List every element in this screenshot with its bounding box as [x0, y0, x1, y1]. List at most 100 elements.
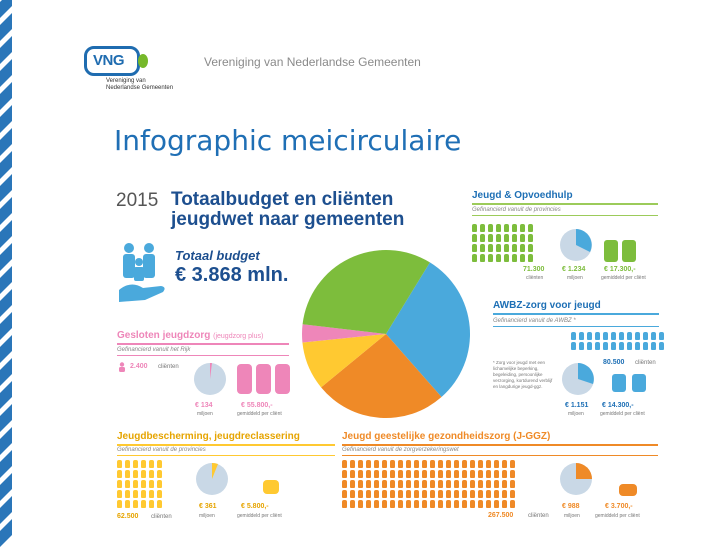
person-icon [470, 470, 475, 478]
person-icon [350, 500, 355, 508]
person-icon [446, 500, 451, 508]
person-icon [430, 480, 435, 488]
person-icon [117, 500, 122, 508]
person-icon [478, 480, 483, 488]
person-icon [157, 480, 162, 488]
divider-bescherming-2 [117, 455, 335, 456]
people-grid-awbz [571, 332, 664, 350]
bescherming-budget-value: € 361 [199, 503, 217, 510]
person-icon [643, 332, 648, 340]
awbz-avg-value: € 14.300,- [602, 402, 634, 409]
gesloten-title-suffix: (jeugdzorg plus) [213, 333, 264, 340]
person-icon [462, 500, 467, 508]
jeugd-clients-value: 71.300 [523, 266, 545, 273]
person-icon [390, 500, 395, 508]
awbz-budget-label: miljoen [568, 411, 584, 417]
logo-text: VNG [93, 52, 125, 69]
total-budget-label: Totaal budget [175, 248, 260, 263]
section-title-gesloten: Gesloten jeugdzorg (jeugdzorg plus) [117, 330, 263, 341]
bescherming-clients-value: 62.500 [117, 513, 139, 520]
awbz-clients-value: 80.500 [603, 359, 625, 366]
person-icon [510, 500, 515, 508]
person-icon [478, 490, 483, 498]
person-icon [470, 460, 475, 468]
person-icon [454, 470, 459, 478]
person-icon [117, 480, 122, 488]
gesloten-clients-value: 2.400 [130, 363, 148, 370]
person-icon [571, 342, 576, 350]
awbz-clients-label: cliënten [635, 360, 656, 366]
person-icon [502, 500, 507, 508]
person-icon [627, 342, 632, 350]
person-icon [446, 480, 451, 488]
gesloten-budget-label: miljoen [197, 411, 213, 417]
person-icon [133, 480, 138, 488]
awbz-avg-label: gemiddeld per cliënt [600, 411, 645, 417]
person-icon [374, 460, 379, 468]
people-grid-jeugd [472, 224, 533, 262]
slide-title: Infographic meicirculaire [114, 124, 462, 157]
person-icon [619, 332, 624, 340]
person-icon [486, 460, 491, 468]
person-icon [125, 460, 130, 468]
person-icon [398, 480, 403, 488]
awbz-note: * Zorg voor jeugd met een lichamelijke b… [493, 360, 553, 389]
person-icon [504, 254, 509, 262]
infographic: 2015 Totaalbudget en cliënten jeugdwet n… [113, 182, 664, 525]
gesloten-budget-value: € 134 [195, 402, 213, 409]
person-icon [494, 480, 499, 488]
pie-slice-gesloten [302, 324, 386, 343]
person-icon [414, 500, 419, 508]
person-icon [635, 332, 640, 340]
organisation-name: Vereniging van Nederlandse Gemeenten [204, 55, 421, 69]
person-icon [133, 460, 138, 468]
person-icon [480, 254, 485, 262]
person-icon [659, 342, 664, 350]
person-icon [480, 224, 485, 232]
section-funding-ggz: Gefinancierd vanuit de zorgverzekeringsw… [342, 447, 459, 453]
person-icon [512, 234, 517, 242]
person-icon [446, 490, 451, 498]
ggz-avg-label: gemiddeld per cliënt [595, 513, 640, 519]
person-icon [157, 470, 162, 478]
person-icon [472, 224, 477, 232]
people-grid-bescherming [117, 460, 162, 508]
person-icon [454, 460, 459, 468]
section-title-awbz: AWBZ-zorg voor jeugd [493, 300, 601, 311]
person-icon [486, 470, 491, 478]
person-icon [472, 244, 477, 252]
divider-jeugd [472, 203, 658, 205]
person-icon [520, 244, 525, 252]
person-icon [406, 470, 411, 478]
pie-slice-ggz [321, 334, 442, 418]
person-icon [366, 500, 371, 508]
person-icon [141, 470, 146, 478]
person-icon [414, 480, 419, 488]
person-icon [149, 500, 154, 508]
person-icon [342, 500, 347, 508]
person-icon [438, 500, 443, 508]
person-icon [157, 460, 162, 468]
gesloten-avg-value: € 55.800,- [241, 402, 273, 409]
person-icon [446, 470, 451, 478]
person-icon [414, 460, 419, 468]
person-icon [470, 490, 475, 498]
person-icon [406, 500, 411, 508]
section-funding-gesloten: Gefinancierd vanuit het Rijk [117, 347, 191, 353]
person-icon [528, 254, 533, 262]
bescherming-avg-value: € 5.800,- [241, 503, 269, 510]
divider-gesloten-2 [117, 355, 289, 356]
person-icon [595, 342, 600, 350]
person-icon [520, 224, 525, 232]
person-icon [422, 470, 427, 478]
person-icon [502, 470, 507, 478]
person-icon [520, 254, 525, 262]
person-icon [125, 490, 130, 498]
ggz-avg-value: € 3.700,- [605, 503, 633, 510]
person-icon [462, 460, 467, 468]
person-icon [125, 470, 130, 478]
total-budget-value: € 3.868 mln. [175, 264, 289, 286]
person-icon [141, 480, 146, 488]
section-funding-jeugd: Gefinancierd vanuit de provincies [472, 207, 561, 213]
person-icon [382, 500, 387, 508]
